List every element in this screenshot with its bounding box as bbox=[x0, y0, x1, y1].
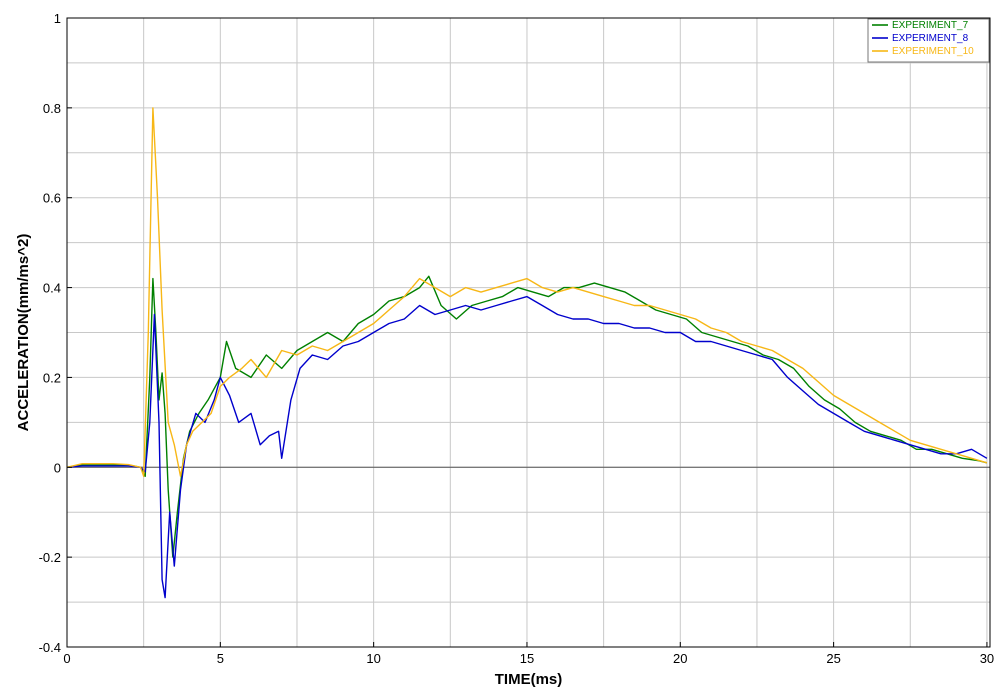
x-tick-label: 20 bbox=[673, 651, 687, 666]
x-axis-title: TIME(ms) bbox=[495, 671, 563, 688]
x-tick-label: 5 bbox=[217, 651, 224, 666]
series-line-2 bbox=[66, 295, 988, 599]
y-tick-label: 0 bbox=[54, 460, 61, 475]
y-axis-ticks: -0.4 -0.2 0 0.2 0.4 0.6 0.8 1 bbox=[39, 11, 72, 655]
grid bbox=[67, 18, 990, 647]
legend-entry: EXPERIMENT_10 bbox=[892, 46, 974, 57]
series-line-1 bbox=[66, 275, 988, 558]
x-tick-label: 0 bbox=[63, 651, 70, 666]
x-tick-label: 15 bbox=[520, 651, 534, 666]
legend-box bbox=[867, 18, 990, 63]
x-axis-ticks: 0 5 10 15 20 25 30 bbox=[63, 642, 994, 666]
series-layer bbox=[66, 107, 988, 599]
y-tick-label: -0.2 bbox=[39, 550, 61, 565]
legend-entry: EXPERIMENT_8 bbox=[892, 33, 969, 44]
series-line-3 bbox=[66, 107, 988, 477]
y-tick-label: -0.4 bbox=[39, 640, 61, 655]
x-tick-label: 25 bbox=[826, 651, 840, 666]
y-tick-label: 0.6 bbox=[43, 191, 61, 206]
y-tick-label: 0.4 bbox=[43, 281, 61, 296]
legend-entry: EXPERIMENT_7 bbox=[892, 20, 969, 31]
x-tick-label: 30 bbox=[980, 651, 994, 666]
plot-frame bbox=[66, 17, 991, 648]
legend: EXPERIMENT_7 EXPERIMENT_8 EXPERIMENT_10 bbox=[867, 18, 990, 63]
y-axis-title: ACCELERATION(mm/ms^2) bbox=[15, 234, 32, 432]
y-tick-label: 0.8 bbox=[43, 101, 61, 116]
x-tick-label: 10 bbox=[366, 651, 380, 666]
y-tick-label: 0.2 bbox=[43, 370, 61, 385]
y-tick-label: 1 bbox=[54, 11, 61, 26]
